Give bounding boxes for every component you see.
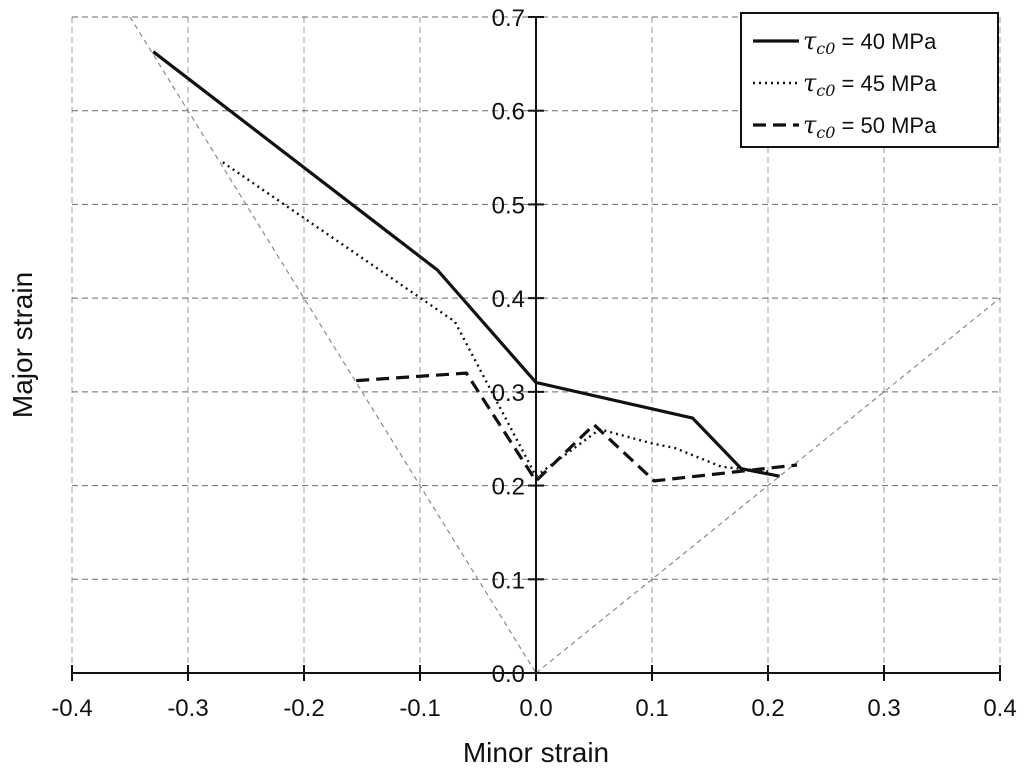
x-axis-title: Minor strain: [463, 737, 609, 768]
series-line-3: [356, 371, 798, 483]
series-line-1: [152, 50, 780, 478]
reference-lines: [129, 16, 1001, 674]
y-tick-label: 0.2: [492, 474, 525, 501]
x-tick-label: 0.1: [635, 695, 668, 722]
y-axis-title: Major strain: [7, 272, 38, 418]
y-tick-label: 0.3: [492, 380, 525, 407]
x-tick-label: 0.3: [867, 695, 900, 722]
x-tick-label: -0.2: [283, 695, 324, 722]
y-tick-label: 0.4: [492, 286, 525, 313]
series-line-2: [222, 161, 769, 478]
x-tick-label: -0.1: [399, 695, 440, 722]
legend-label-3: τc0 = 50 MPa: [803, 111, 937, 142]
axes: [71, 16, 1001, 681]
legend-label-2: τc0 = 45 MPa: [803, 69, 937, 100]
legend-label-1: τc0 = 40 MPa: [803, 27, 937, 58]
x-tick-label: 0.2: [751, 695, 784, 722]
tick-labels: -0.4 -0.3 -0.2 -0.1 0.0 0.1 0.2 0.3 0.4 0.0 0.1 0.2…: [51, 5, 1016, 722]
y-tick-label: 0.0: [492, 661, 525, 688]
reference-line: [535, 297, 1001, 674]
x-tick-label: 0.4: [983, 695, 1016, 722]
x-tick-label: -0.4: [51, 695, 92, 722]
legend: τc0 = 40 MPa τc0 = 45 MPa τc0 = 50 MPa: [740, 12, 999, 148]
y-tick-label: 0.5: [492, 192, 525, 219]
y-tick-label: 0.6: [492, 99, 525, 126]
series-lines: [152, 50, 798, 483]
x-tick-label: -0.3: [167, 695, 208, 722]
x-tick-label: 0.0: [519, 695, 552, 722]
reference-line: [129, 16, 537, 674]
y-tick-label: 0.7: [492, 5, 525, 32]
y-tick-label: 0.1: [492, 567, 525, 594]
